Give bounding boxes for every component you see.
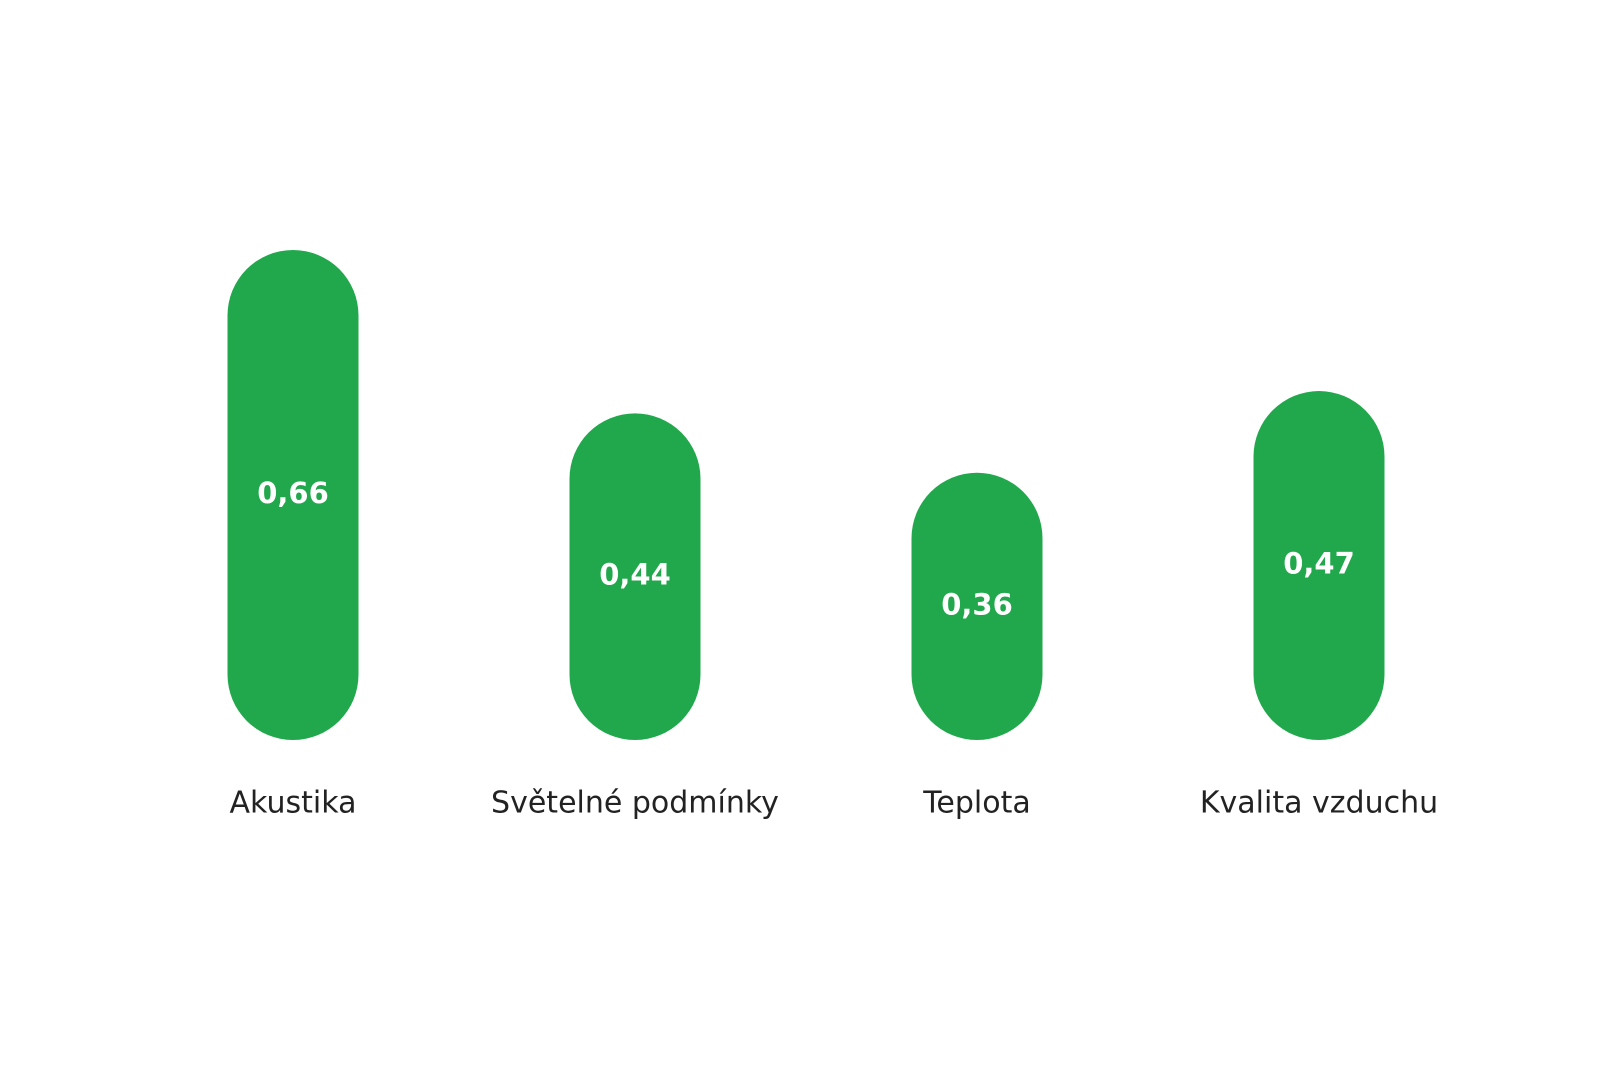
value-label: 0,66 bbox=[257, 476, 329, 510]
bar bbox=[227, 250, 359, 740]
value-label: 0,36 bbox=[941, 587, 1013, 621]
bar bbox=[569, 413, 701, 740]
category-label: Kvalita vzduchu bbox=[1200, 786, 1438, 821]
bar bbox=[1253, 391, 1385, 740]
category-label: Světelné podmínky bbox=[491, 786, 779, 821]
category-label: Teplota bbox=[922, 786, 1031, 821]
value-label: 0,44 bbox=[599, 558, 671, 592]
value-label: 0,47 bbox=[1283, 547, 1355, 581]
bar bbox=[911, 472, 1043, 740]
category-label: Akustika bbox=[230, 786, 357, 821]
